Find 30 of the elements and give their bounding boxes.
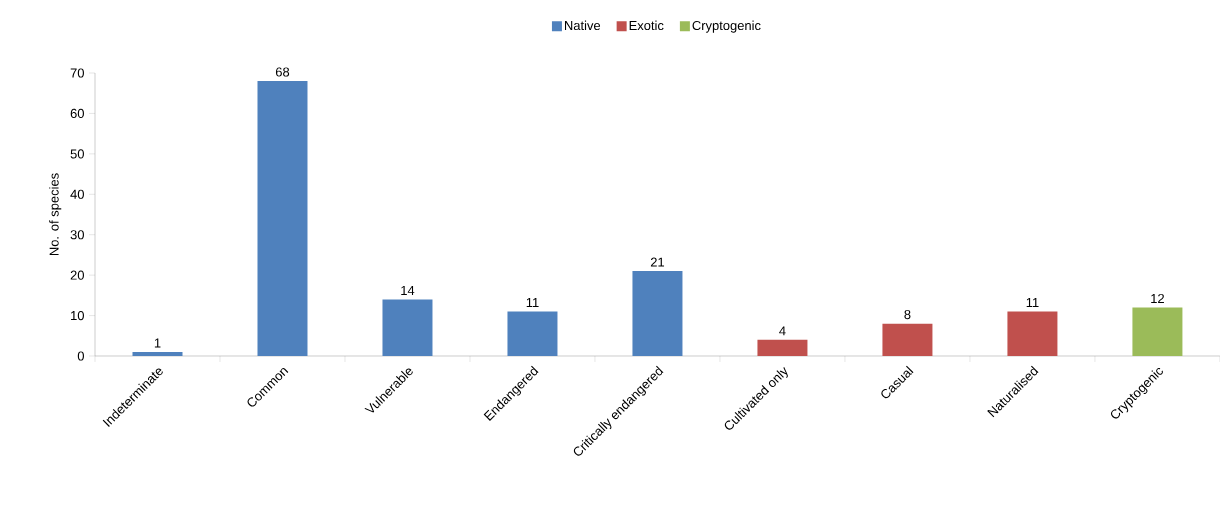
data-label: 12: [1151, 293, 1164, 303]
bar: [132, 351, 183, 356]
data-label: 21: [650, 257, 665, 267]
bar: [257, 81, 308, 356]
data-label: 11: [526, 298, 539, 308]
bar: [1132, 307, 1183, 356]
data-label: 11: [1026, 298, 1039, 308]
y-tick-label: 30: [70, 230, 84, 240]
y-tick-label: 40: [70, 189, 84, 199]
data-label: 68: [275, 67, 290, 77]
bar: [632, 271, 683, 356]
bar: [882, 323, 933, 356]
data-label: 4: [779, 326, 786, 336]
y-tick-label: 0: [77, 351, 84, 361]
legend-label: Native: [564, 20, 601, 31]
y-tick-label: 10: [71, 310, 84, 321]
y-tick-label: 20: [70, 270, 84, 280]
legend-label: Cryptogenic: [692, 20, 761, 33]
data-label: 8: [904, 309, 911, 320]
legend-label: Exotic: [629, 20, 664, 31]
y-tick-label: 60: [70, 108, 84, 119]
y-tick-label: 50: [70, 149, 84, 159]
bar: [1007, 311, 1058, 356]
y-axis-title: No. of species: [49, 173, 62, 256]
bar: [757, 339, 808, 356]
data-label: 14: [401, 285, 415, 295]
data-label: 1: [154, 338, 161, 348]
bar: [507, 311, 558, 356]
bar: [382, 299, 433, 356]
y-tick-label: 70: [70, 68, 84, 78]
